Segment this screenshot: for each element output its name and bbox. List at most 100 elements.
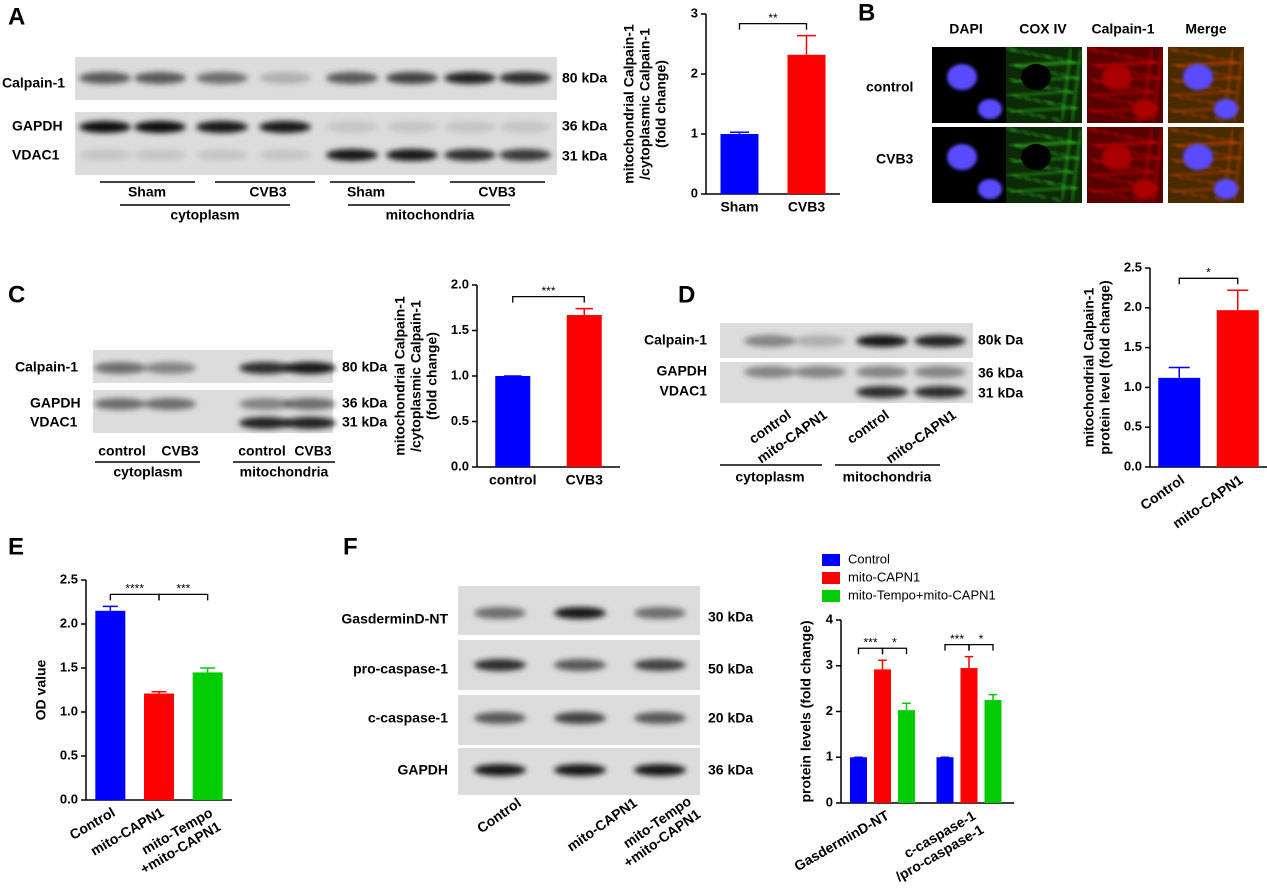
blot-band: [474, 712, 526, 724]
row-label: Calpain-1: [15, 359, 78, 375]
texture: [1016, 109, 1027, 116]
row-label: GasderminD-NT: [341, 611, 448, 627]
size-label: 20 kDa: [708, 710, 753, 726]
bar: [984, 700, 1002, 803]
row-label: GAPDH: [12, 118, 63, 134]
bar: [566, 315, 602, 467]
blot-band: [94, 362, 146, 374]
texture: [1030, 51, 1041, 58]
texture: [1213, 116, 1224, 123]
significance-bracket: [1178, 277, 1239, 285]
legend-label: mito-Tempo+mito-CAPN1: [848, 587, 996, 602]
texture: [1067, 184, 1078, 191]
nucleus: [1133, 99, 1157, 119]
blot-band: [444, 72, 496, 84]
blot-band: [794, 386, 846, 398]
texture: [1134, 86, 1145, 93]
texture: [1026, 191, 1037, 198]
texture: [1036, 113, 1047, 120]
fraction-label: mitochondria: [240, 464, 329, 480]
bar: [144, 693, 174, 800]
texture: [1051, 196, 1062, 203]
texture: [1198, 113, 1209, 120]
texture: [1093, 173, 1104, 180]
significance-bracket: [158, 593, 209, 601]
texture: [1045, 134, 1056, 141]
texture: [1059, 72, 1070, 79]
texture: [1150, 74, 1161, 81]
error-bar: [1227, 289, 1249, 311]
texture: [1146, 138, 1157, 145]
blot-band: [144, 398, 196, 410]
significance-label: *: [1206, 265, 1211, 279]
blot-band: [744, 335, 796, 347]
size-label: 50 kDa: [708, 661, 753, 677]
y-tick-label: 2: [826, 703, 833, 718]
texture: [1170, 157, 1181, 164]
y-axis-label: /cytoplasmic Calpain-1: [408, 300, 424, 452]
texture: [1132, 196, 1143, 203]
texture: [1040, 53, 1051, 60]
y-axis-label: /cytoplasmic Calpain-1: [637, 28, 653, 180]
texture: [1101, 49, 1112, 56]
y-tick-label: 1.0: [451, 367, 469, 382]
texture: [1097, 109, 1108, 116]
lane-label: mito-CAPN1: [883, 406, 959, 466]
error-bar: [151, 691, 167, 694]
texture: [1227, 138, 1238, 145]
texture: [1013, 61, 1082, 68]
y-tick-label: 2: [691, 65, 698, 80]
texture: [1013, 141, 1082, 148]
blot-band: [744, 366, 796, 378]
texture: [1221, 72, 1232, 79]
y-tick-label: 1.5: [451, 322, 469, 337]
size-label: 36 kDa: [708, 762, 753, 778]
nucleus: [1214, 179, 1238, 199]
texture: [1059, 152, 1070, 159]
bar: [192, 672, 223, 800]
texture: [1049, 70, 1060, 77]
texture: [1204, 99, 1215, 106]
texture: [1061, 47, 1072, 120]
blot-band: [259, 72, 311, 84]
bar: [1158, 377, 1201, 467]
texture: [1107, 111, 1118, 118]
texture: [1123, 99, 1134, 106]
significance-bracket: [881, 647, 908, 655]
fraction-label: cytoplasm: [170, 207, 239, 223]
texture: [1130, 70, 1141, 77]
panel-label: D: [678, 281, 695, 308]
y-tick-label: 3: [691, 5, 698, 20]
row-label: VDAC1: [30, 414, 78, 430]
channel-label: DAPI: [949, 21, 982, 37]
blot-band: [914, 366, 966, 378]
blot-band: [144, 362, 196, 374]
blot-band: [134, 72, 186, 84]
texture: [1091, 47, 1102, 54]
blot-band: [239, 417, 291, 429]
texture: [1113, 97, 1124, 104]
texture: [1132, 116, 1143, 123]
blot-band: [856, 386, 908, 398]
texture: [1006, 187, 1017, 194]
texture: [1213, 196, 1224, 203]
significance-label: **: [768, 11, 778, 25]
blot-band: [239, 398, 291, 410]
legend-swatch: [822, 572, 840, 584]
texture: [1231, 74, 1242, 81]
blot-band: [386, 121, 438, 133]
texture: [1172, 127, 1183, 134]
texture: [1101, 129, 1112, 136]
texture: [1136, 136, 1147, 143]
lane-label: Control: [474, 794, 524, 836]
channel-label: Merge: [1185, 21, 1226, 37]
blot-band: [284, 398, 336, 410]
texture: [1111, 131, 1122, 138]
y-tick-label: 2.0: [60, 615, 78, 630]
y-tick-label: 1.5: [60, 659, 78, 674]
bar: [1216, 310, 1259, 467]
y-tick-label: 1.0: [1124, 379, 1142, 394]
blot-band: [144, 417, 196, 429]
condition-label: control: [866, 79, 913, 95]
